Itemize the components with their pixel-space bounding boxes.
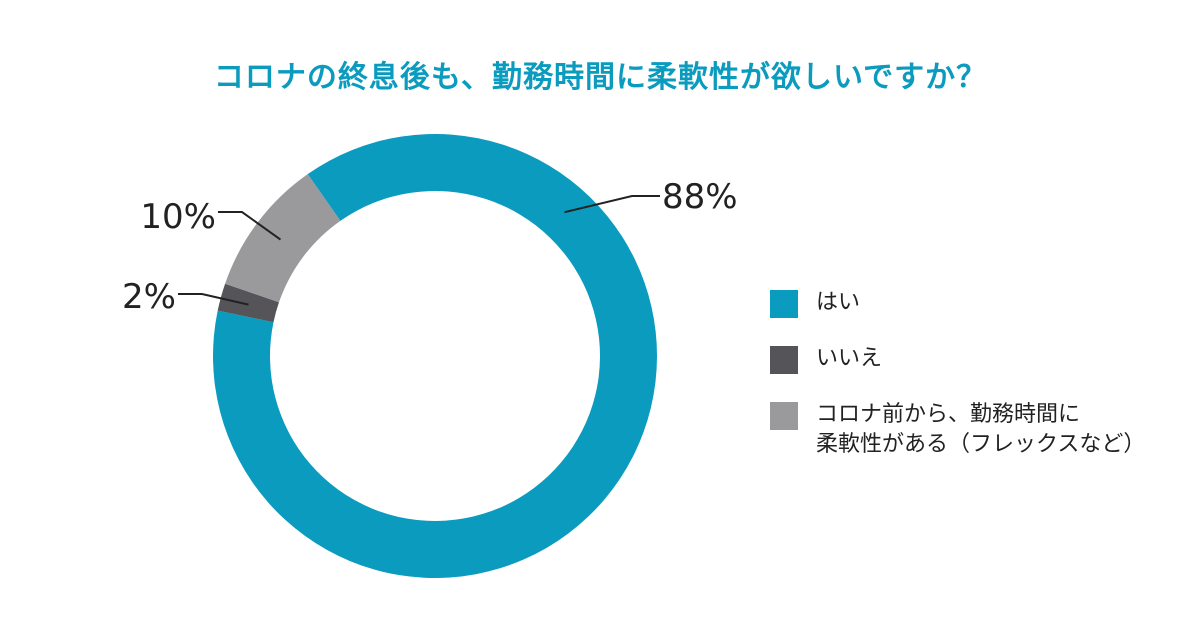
data-label-no: 2% xyxy=(122,277,176,317)
data-label-already-flexible: 10% xyxy=(140,197,216,237)
leader-line-already-flexible xyxy=(218,211,282,241)
legend-item-no: いいえ xyxy=(770,344,1190,374)
legend-swatch-yes xyxy=(770,290,798,318)
legend-label-no: いいえ xyxy=(816,346,883,371)
legend-label-already-flexible: コロナ前から、勤務時間に 柔軟性がある（フレックスなど） xyxy=(816,402,1146,457)
legend-item-already-flexible: コロナ前から、勤務時間に 柔軟性がある（フレックスなど） xyxy=(770,400,1190,460)
leader-line-yes xyxy=(564,195,660,214)
leader-line-no xyxy=(178,293,249,306)
legend-swatch-already-flexible xyxy=(770,402,798,430)
leader-line-group xyxy=(178,195,660,306)
legend: はい いいえ コロナ前から、勤務時間に 柔軟性がある（フレックスなど） xyxy=(770,288,1190,486)
chart-title: コロナの終息後も、勤務時間に柔軟性が欲しいですか？ xyxy=(213,60,988,95)
slice-no xyxy=(217,283,279,323)
legend-item-yes: はい xyxy=(770,288,1190,318)
legend-label-yes: はい xyxy=(816,290,861,315)
legend-swatch-no xyxy=(770,346,798,374)
slice-group xyxy=(212,134,657,578)
slice-already-flexible xyxy=(225,174,341,303)
data-label-yes: 88% xyxy=(662,177,738,217)
data-label-group: 88% 2% 10% xyxy=(122,177,738,317)
